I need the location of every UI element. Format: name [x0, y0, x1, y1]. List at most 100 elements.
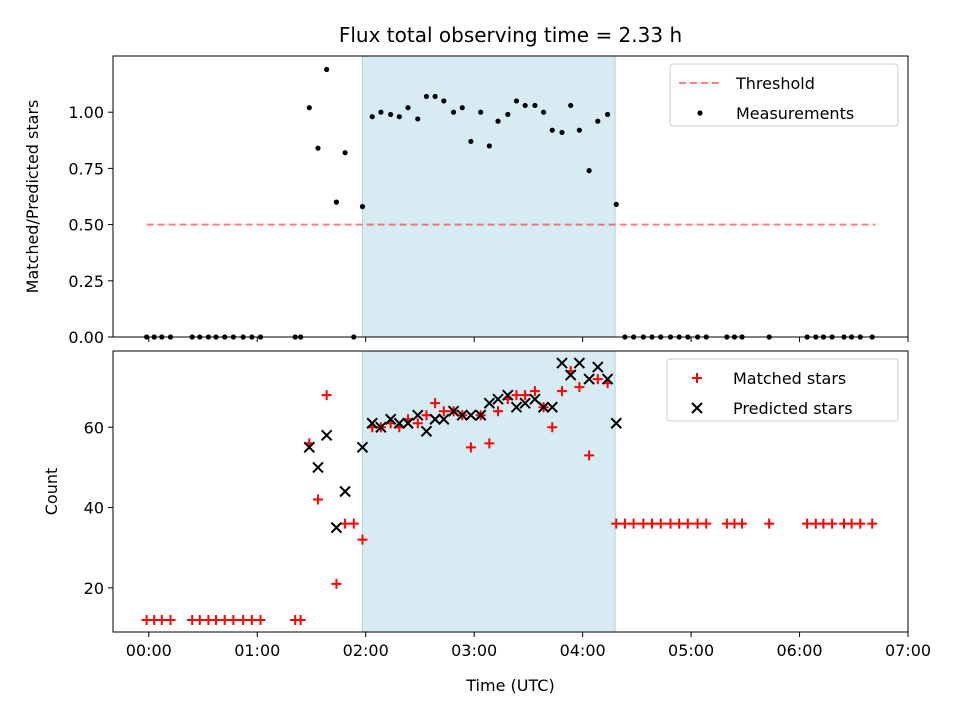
- matched-star-point: [295, 614, 306, 625]
- x-tick-label: 07:00: [885, 641, 931, 660]
- matched-star-point: [165, 614, 176, 625]
- matched-star-point: [238, 614, 249, 625]
- bottom-axes-frame: [112, 350, 909, 633]
- y-tick-label: 40: [84, 499, 104, 518]
- matched-star-point: [818, 518, 829, 529]
- measurement-point: [505, 111, 511, 118]
- measurement-point: [342, 150, 348, 156]
- bottom-axis-ticks: 00:00 01:00 02:00 03:00 04:00 05:00 06:00 07:00…: [84, 418, 931, 660]
- y-tick-label: 0.50: [68, 216, 104, 235]
- matched-star-point: [584, 450, 595, 461]
- legend-predicted-swatch: [691, 402, 703, 414]
- legend-box: [666, 358, 899, 422]
- chart-title: Flux total observing time = 2.33 h: [339, 23, 682, 47]
- matched-star-point: [701, 518, 712, 529]
- measurement-point: [388, 111, 394, 118]
- x-axis-label: Time (UTC): [465, 676, 554, 695]
- top-axis-ticks: 0.00 0.25 0.50 0.75 1.00: [68, 103, 909, 347]
- count-points: [141, 357, 878, 625]
- matched-star-point: [611, 518, 622, 529]
- matched-star-point: [592, 374, 603, 385]
- measurement-point: [441, 98, 447, 104]
- predicted-star-point: [447, 405, 460, 417]
- matched-star-point: [674, 518, 685, 529]
- predicted-star-point: [592, 361, 604, 373]
- matched-star-point: [228, 614, 239, 625]
- matched-star-point: [665, 518, 676, 529]
- matched-star-point: [529, 386, 540, 397]
- measurement-point: [432, 93, 438, 100]
- predicted-star-point: [366, 417, 378, 429]
- matched-star-point: [855, 518, 866, 529]
- y-tick-label: 20: [84, 579, 104, 598]
- measurement-point: [405, 105, 411, 111]
- measurement-point: [415, 116, 421, 122]
- measurement-point: [468, 138, 474, 145]
- matched-star-point: [557, 386, 568, 397]
- predicted-star-point: [393, 417, 406, 429]
- matched-star-point: [348, 518, 359, 529]
- x-tick-label: 00:00: [126, 641, 172, 660]
- top-legend: Threshold Measurements: [669, 63, 899, 127]
- measurement-point: [459, 105, 465, 111]
- observing-window-shade: [361, 350, 616, 633]
- predicted-star-point: [384, 413, 397, 425]
- measurement-point: [378, 109, 384, 115]
- predicted-star-point: [412, 409, 424, 421]
- measurement-point: [423, 93, 430, 100]
- top-panel: 0.00 0.25 0.50 0.75 1.00 Flux total observin…: [23, 23, 909, 347]
- x-tick-label: 06:00: [776, 641, 822, 660]
- measurement-point: [604, 111, 611, 118]
- predicted-star-point: [519, 397, 531, 409]
- measurement-point: [315, 145, 321, 151]
- measurement-point: [559, 129, 565, 136]
- top-y-axis-label: Matched/Predicted stars: [23, 100, 42, 294]
- measurement-point: [369, 114, 375, 120]
- predicted-star-point: [492, 393, 504, 405]
- matched-star-point: [211, 614, 222, 625]
- matched-star-point: [846, 518, 857, 529]
- predicted-star-point: [564, 369, 577, 381]
- predicted-star-point: [465, 409, 477, 421]
- matched-star-point: [764, 518, 775, 529]
- measurement-point: [522, 102, 528, 109]
- matched-star-point: [619, 518, 630, 529]
- measurement-point: [333, 199, 340, 205]
- predicted-star-point: [601, 373, 614, 385]
- predicted-star-point: [529, 393, 541, 405]
- y-tick-label: 60: [84, 418, 104, 437]
- measurement-point: [532, 102, 538, 109]
- legend-entry-label: Measurements: [736, 104, 854, 123]
- predicted-star-point: [483, 397, 496, 409]
- matched-star-point: [331, 578, 342, 589]
- predicted-star-point: [510, 401, 523, 413]
- legend-entry-label: Predicted stars: [733, 399, 853, 418]
- y-tick-label: 1.00: [68, 103, 104, 122]
- predicted-star-point: [537, 401, 550, 413]
- observing-window-shade: [361, 55, 616, 338]
- measurement-point: [613, 201, 619, 207]
- matched-star-point: [219, 614, 230, 625]
- bottom-y-axis-label: Count: [42, 468, 61, 516]
- shaded-interval: [361, 350, 616, 633]
- predicted-star-point: [320, 429, 333, 442]
- x-tick-label: 03:00: [451, 641, 497, 660]
- matched-star-point: [574, 382, 585, 393]
- x-tick-label: 02:00: [343, 641, 389, 660]
- matched-star-point: [156, 614, 167, 625]
- legend-entry-label: Threshold: [735, 74, 815, 93]
- matched-star-point: [638, 518, 649, 529]
- matched-star-point: [246, 614, 257, 625]
- predicted-star-point: [546, 401, 558, 413]
- measurement-point: [495, 118, 501, 124]
- predicted-star-point: [610, 417, 622, 429]
- predicted-star-point: [573, 357, 586, 369]
- measurement-point: [549, 127, 555, 133]
- matched-star-point: [493, 406, 504, 417]
- predicted-star-point: [303, 441, 316, 454]
- predicted-star-point: [456, 409, 468, 421]
- legend-box: [669, 63, 899, 127]
- legend-entry-label: Matched stars: [733, 369, 846, 388]
- matched-star-point: [255, 614, 266, 625]
